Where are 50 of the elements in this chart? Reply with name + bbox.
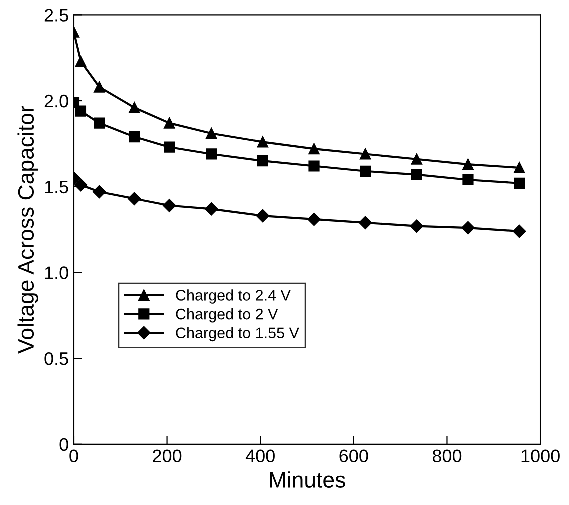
point <box>75 56 87 68</box>
point <box>129 132 140 143</box>
x-tick-label: 200 <box>153 450 182 463</box>
point <box>128 192 142 206</box>
point <box>75 106 87 117</box>
y-tick-label: 0 <box>60 438 68 452</box>
point <box>512 224 526 238</box>
y-tick-label: 0.5 <box>44 352 68 366</box>
y-tick-label: 1.5 <box>45 180 68 194</box>
point <box>358 216 372 230</box>
point <box>94 118 106 129</box>
point <box>74 178 88 192</box>
x-axis-title: Minutes <box>270 472 346 488</box>
point <box>93 185 106 199</box>
point <box>94 82 106 93</box>
point <box>129 102 140 114</box>
point <box>514 178 526 189</box>
legend-label: Charged to 1.55 V <box>176 327 300 342</box>
point <box>257 156 268 167</box>
point <box>257 136 268 148</box>
point <box>462 221 475 235</box>
legend-label: Charged to 2.4 V <box>176 290 291 304</box>
point <box>410 220 424 233</box>
point <box>163 199 176 212</box>
x-tick-label: 400 <box>246 450 275 463</box>
point <box>308 160 320 172</box>
y-tick-label: 2.0 <box>44 94 68 108</box>
x-tick-label: 0 <box>70 450 78 463</box>
y-tick-label: 1.0 <box>45 266 68 280</box>
x-tick-label: 600 <box>340 450 368 463</box>
x-tick-label: 800 <box>432 450 462 463</box>
point <box>514 162 526 174</box>
point <box>360 148 372 160</box>
point <box>360 166 372 177</box>
point <box>308 212 321 226</box>
x-tick-label: 1000 <box>522 450 560 463</box>
point <box>164 142 176 153</box>
point <box>411 154 422 165</box>
point <box>205 202 218 216</box>
legend-label: Charged to 2 V <box>176 308 278 323</box>
point <box>462 174 474 186</box>
point <box>164 118 176 129</box>
point <box>256 209 270 223</box>
point <box>411 169 422 180</box>
point <box>206 148 218 160</box>
y-tick-label: 2.5 <box>44 9 68 22</box>
y-axis-title: Voltage Across Capacitor <box>18 106 38 354</box>
point <box>462 158 474 170</box>
point <box>308 144 320 155</box>
point <box>206 128 218 140</box>
